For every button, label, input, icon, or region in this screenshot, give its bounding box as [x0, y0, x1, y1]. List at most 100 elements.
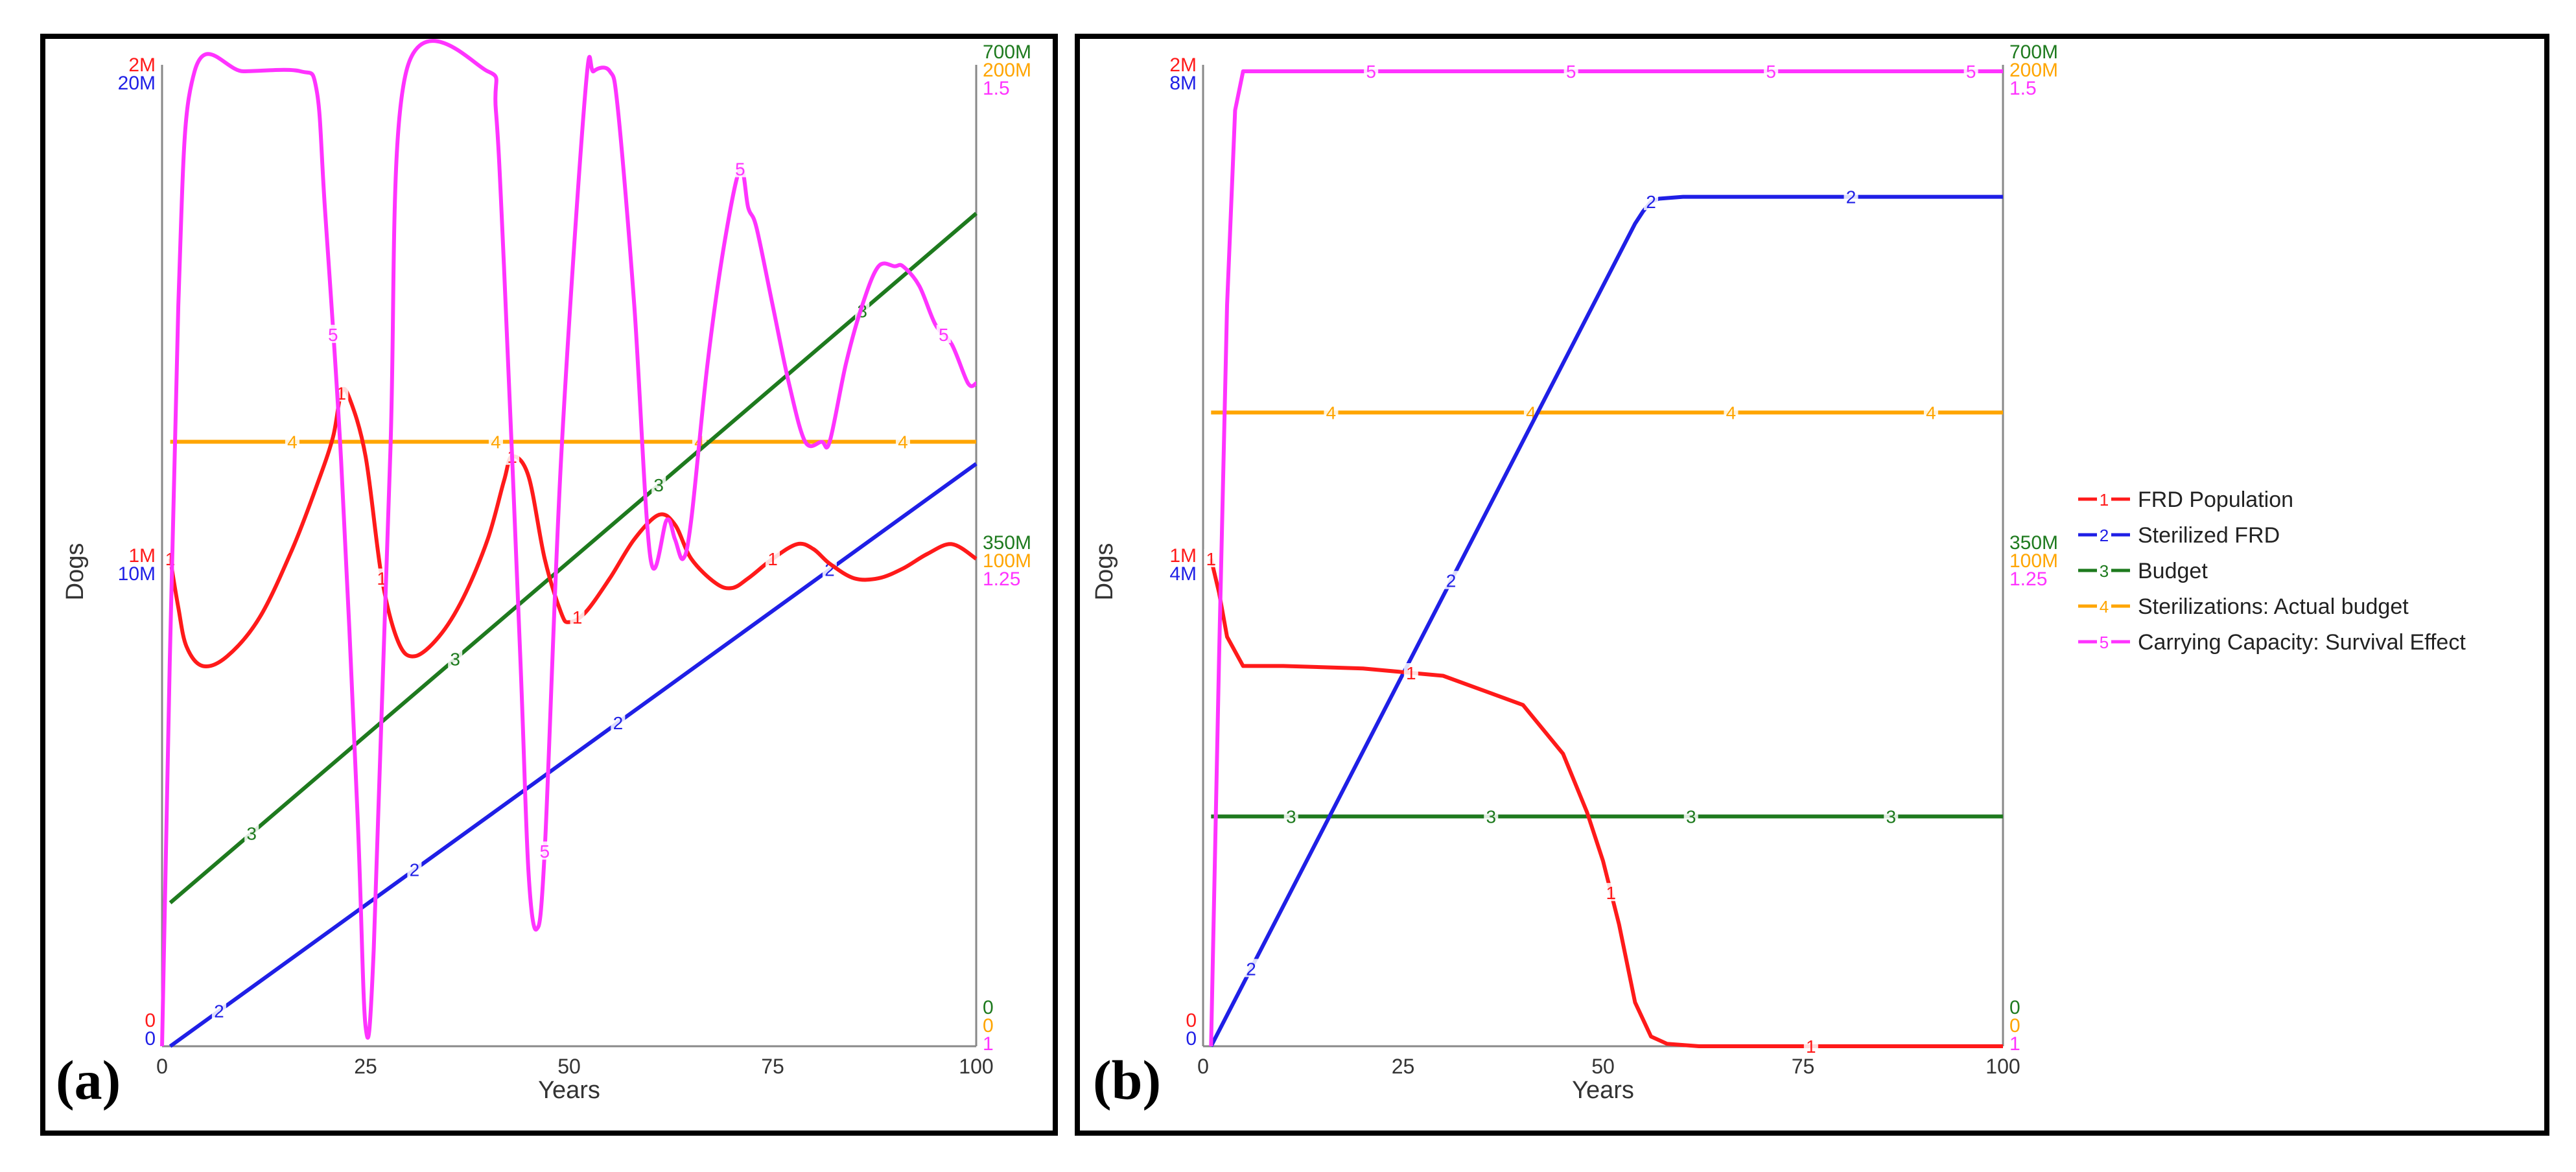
- right-axis-label: 100M: [983, 550, 1031, 572]
- series-line-2: [169, 462, 978, 1048]
- series-marker-4: 4: [491, 432, 501, 452]
- series-marker-5: 5: [1766, 62, 1776, 82]
- right-axis-label: 0: [2009, 997, 2020, 1018]
- legend-label: FRD Population: [2138, 487, 2293, 512]
- series-marker-bg: [1204, 549, 1219, 567]
- series-marker-bg: [1803, 1037, 1818, 1055]
- series-line-3: [169, 211, 978, 904]
- series-marker-bg: [936, 325, 951, 344]
- legend-marker: 4: [2100, 597, 2109, 616]
- series-marker-bg: [895, 432, 910, 451]
- legend-swatch-bg: [2097, 526, 2111, 544]
- x-tick-label: 0: [156, 1055, 168, 1078]
- legend-label: Sterilizations: Actual budget: [2138, 594, 2409, 619]
- right-axis-label: 1: [983, 1033, 994, 1055]
- legend-swatch-bg: [2097, 490, 2111, 508]
- left-axis-label: 4M: [1169, 563, 1197, 585]
- series-marker-bg: [1283, 806, 1298, 825]
- series-marker-2: 2: [1446, 571, 1457, 591]
- series-marker-1: 1: [1606, 883, 1617, 903]
- series-marker-bg: [1324, 403, 1339, 421]
- legend-marker: 2: [2100, 526, 2109, 545]
- chart-a: 0 25 50 75 100YearsDogs01M2M010M20M0350M700M…: [56, 39, 1031, 1111]
- right-axis-label: 200M: [2009, 60, 2058, 81]
- left-axis-label: 0: [1186, 1010, 1197, 1031]
- right-axis-label: 700M: [2009, 41, 2058, 63]
- series-marker-bg: [1644, 192, 1659, 211]
- right-axis-label: 1: [2009, 1033, 2020, 1055]
- panel-b: 0 25 50 75 100 Years Dogs 0 1M 2M 0 4M 8M 0 350M 700M 0 1…: [1075, 34, 2549, 1136]
- series-line-2: [1209, 194, 2003, 1048]
- left-axis-label: 8M: [1169, 73, 1197, 94]
- series-marker-bg: [570, 607, 585, 626]
- series-marker-1: 1: [1806, 1037, 1816, 1057]
- right-axis-label: 350M: [2009, 532, 2058, 554]
- series-marker-5: 5: [939, 325, 949, 345]
- series-marker-5: 5: [1566, 62, 1576, 82]
- x-axis-title: Years: [538, 1077, 600, 1104]
- series-marker-1: 1: [1406, 663, 1416, 683]
- left-axis-label: 2M: [128, 54, 156, 76]
- right-axis-label: 350M: [983, 532, 1031, 554]
- series-marker-bg: [1764, 62, 1779, 80]
- series-marker-bg: [244, 823, 259, 842]
- series-marker-3: 3: [246, 823, 257, 843]
- left-axis-label: 0: [145, 1028, 156, 1049]
- legend-swatch-bg: [2097, 597, 2111, 615]
- x-tick-label: 50: [1591, 1055, 1615, 1078]
- left-axis-label: 20M: [118, 73, 156, 94]
- left-axis-label: 1M: [1169, 545, 1197, 567]
- legend-marker: 1: [2100, 490, 2109, 510]
- series-line-1: [168, 386, 978, 668]
- panel-label: (b): [1093, 1049, 1161, 1111]
- right-axis-label: 700M: [983, 41, 1031, 63]
- left-axis-label: 0: [145, 1010, 156, 1031]
- x-tick-label: 75: [761, 1055, 784, 1078]
- series-marker-bg: [1244, 959, 1259, 978]
- left-axis-label: 0: [1186, 1028, 1197, 1049]
- series-marker-1: 1: [1206, 549, 1217, 569]
- x-tick-label: 0: [1197, 1055, 1209, 1078]
- series-line-5: [1209, 69, 2003, 1047]
- right-axis-label: 1.5: [983, 78, 1010, 99]
- left-axis-label: 1M: [128, 545, 156, 567]
- series-marker-bg: [1724, 403, 1739, 421]
- right-axis-label: 200M: [983, 60, 1031, 81]
- series-marker-bg: [448, 649, 463, 668]
- series-marker-4: 4: [287, 432, 298, 452]
- series-marker-bg: [1604, 883, 1619, 902]
- series-marker-bg: [651, 475, 666, 494]
- x-tick-label: 25: [354, 1055, 377, 1078]
- legend-label: Sterilized FRD: [2138, 523, 2280, 548]
- series-marker-bg: [1884, 806, 1899, 825]
- series-marker-bg: [407, 860, 422, 878]
- series-marker-bg: [1403, 662, 1418, 681]
- series-marker-bg: [611, 712, 626, 731]
- series-marker-bg: [537, 841, 552, 860]
- series-marker-1: 1: [767, 549, 778, 569]
- series-marker-3: 3: [450, 650, 460, 670]
- series-marker-bg: [732, 159, 747, 178]
- x-tick-label: 50: [557, 1055, 581, 1078]
- x-tick-label: 25: [1392, 1055, 1415, 1078]
- series-marker-4: 4: [1926, 403, 1936, 423]
- right-axis-label: 0: [2009, 1015, 2020, 1037]
- x-tick-label: 100: [1985, 1055, 2020, 1078]
- series-marker-3: 3: [653, 475, 664, 495]
- right-axis-label: 0: [983, 997, 994, 1018]
- series-marker-4: 4: [898, 432, 908, 452]
- series-marker-bg: [766, 549, 780, 567]
- series-marker-4: 4: [1326, 403, 1337, 423]
- series-marker-2: 2: [1846, 187, 1856, 207]
- series-marker-bg: [1844, 187, 1858, 205]
- series-marker-3: 3: [1886, 806, 1896, 826]
- x-tick-label: 75: [1792, 1055, 1815, 1078]
- series-marker-2: 2: [1246, 959, 1256, 979]
- series-line-5: [160, 39, 978, 1047]
- series-marker-3: 3: [1686, 806, 1696, 826]
- series-marker-bg: [1563, 62, 1578, 80]
- series-marker-5: 5: [735, 159, 745, 179]
- right-axis-label: 100M: [2009, 550, 2058, 572]
- right-axis-label: 1.25: [2009, 568, 2047, 590]
- series-marker-bg: [1484, 806, 1499, 825]
